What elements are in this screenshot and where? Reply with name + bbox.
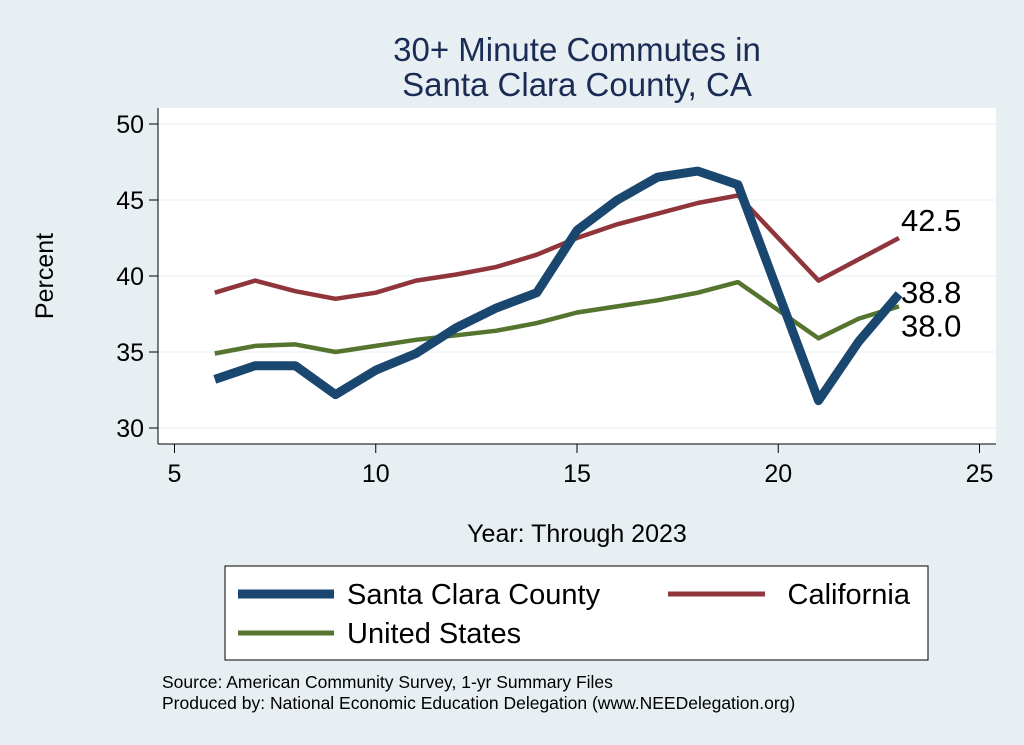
end-label-santa-clara-county: 38.8 (901, 275, 961, 310)
x-axis-title: Year: Through 2023 (467, 520, 687, 548)
x-tick-label-15: 15 (563, 460, 591, 488)
series-line-santa-clara-county (213, 166, 903, 406)
source-note: Source: American Community Survey, 1-yr … (162, 672, 613, 692)
x-tick-label-10: 10 (362, 460, 390, 488)
y-tick-label-45: 45 (116, 187, 144, 215)
axes: 30 35 40 45 50 5 10 15 20 25 (116, 108, 996, 488)
legend-label-santa-clara: Santa Clara County (347, 579, 601, 611)
legend-box (224, 565, 929, 661)
produced-by-note: Produced by: National Economic Education… (162, 693, 795, 713)
y-tick-label-30: 30 (116, 415, 144, 443)
chart-title-line-2: Santa Clara County, CA (402, 66, 752, 103)
end-label-california: 42.5 (901, 203, 961, 238)
y-tick-label-35: 35 (116, 339, 144, 367)
end-labels: 38.8 42.5 38.0 (901, 203, 961, 343)
series-line-united-states (214, 279, 900, 356)
x-tick-label-25: 25 (966, 460, 994, 488)
legend-label-california: California (788, 579, 911, 611)
y-axis-title: Percent (31, 233, 59, 319)
legend-label-united-states: United States (347, 618, 521, 650)
x-tick-label-20: 20 (764, 460, 792, 488)
y-tick-label-40: 40 (116, 263, 144, 291)
chart-title-line-1: 30+ Minute Commutes in (393, 31, 761, 68)
x-tick-label-5: 5 (168, 460, 182, 488)
y-tick-label-50: 50 (116, 111, 144, 139)
series-line-california (214, 193, 901, 302)
series-lines (213, 166, 903, 406)
end-label-united-states: 38.0 (901, 308, 961, 343)
